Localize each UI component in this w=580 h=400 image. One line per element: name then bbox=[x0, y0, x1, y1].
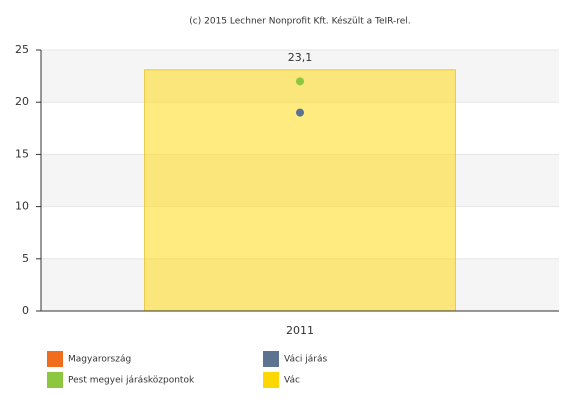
y-tick-label: 15 bbox=[15, 147, 29, 160]
y-tick-label: 20 bbox=[15, 95, 29, 108]
bar bbox=[144, 69, 456, 312]
point bbox=[296, 108, 304, 117]
y-tick-label: 25 bbox=[15, 43, 29, 56]
chart-title: (c) 2015 Lechner Nonprofit Kft. Készült … bbox=[189, 16, 410, 27]
legend-swatch bbox=[263, 351, 279, 367]
legend-swatch bbox=[47, 372, 63, 388]
legend-swatch bbox=[47, 351, 63, 367]
legend-label: Magyarország bbox=[68, 355, 131, 365]
legend-label: Pest megyei járásközpontok bbox=[68, 376, 195, 386]
y-tick-label: 10 bbox=[15, 200, 29, 213]
y-tick-label: 0 bbox=[22, 304, 29, 317]
data-label: 23,1 bbox=[288, 51, 313, 64]
legend-label: Váci járás bbox=[284, 355, 328, 365]
legend-label: Vác bbox=[284, 376, 300, 386]
legend-swatch bbox=[263, 372, 279, 388]
y-tick-label: 5 bbox=[22, 252, 29, 265]
x-tick-label: 2011 bbox=[286, 324, 314, 337]
point bbox=[296, 77, 304, 86]
